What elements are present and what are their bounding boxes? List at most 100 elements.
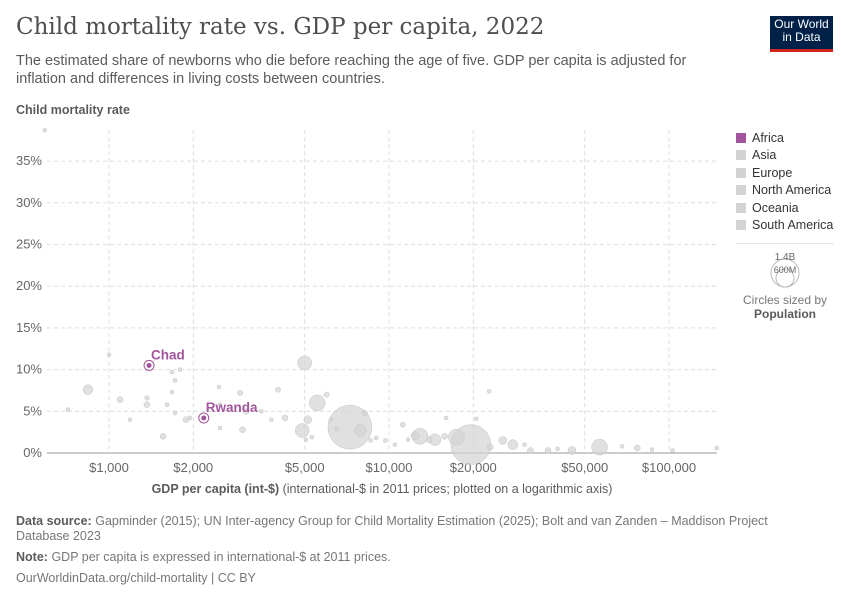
footer: Data source: Gapminder (2015); UN Inter-… <box>16 514 806 586</box>
data-point <box>143 401 151 408</box>
data-point <box>144 395 150 401</box>
data-point <box>294 423 310 438</box>
source-url[interactable]: OurWorldinData.org/child-mortality | CC … <box>16 571 256 585</box>
data-point <box>591 438 608 456</box>
y-tick-label: 25% <box>16 237 42 252</box>
data-point <box>216 384 222 390</box>
legend-label: Oceania <box>752 200 799 215</box>
data-point <box>334 426 339 432</box>
data-point <box>498 436 508 445</box>
legend-item-europe[interactable]: Europe <box>736 164 833 182</box>
data-point <box>239 426 246 433</box>
data-point <box>507 439 519 450</box>
data-point <box>308 394 326 412</box>
data-point <box>487 443 494 451</box>
data-point <box>177 367 183 372</box>
legend-swatch <box>736 220 746 231</box>
data-point <box>405 437 411 442</box>
data-point <box>354 424 367 437</box>
x-tick-label: $5,000 <box>285 460 325 475</box>
legend-label: Asia <box>752 148 777 163</box>
note: Note: GDP per capita is expressed in int… <box>16 550 391 564</box>
data-point <box>392 442 398 447</box>
data-point <box>309 434 315 440</box>
data-point <box>65 407 71 412</box>
legend-item-africa[interactable]: Africa <box>736 129 833 147</box>
data-point <box>714 445 719 451</box>
point-label-chad: Chad <box>151 347 185 362</box>
data-point <box>297 355 312 371</box>
y-axis-label: Child mortality rate <box>16 103 130 117</box>
x-axis-label: GDP per capita (int-$) (international-$ … <box>152 482 613 496</box>
data-point <box>544 447 552 454</box>
legend-item-asia[interactable]: Asia <box>736 147 833 165</box>
size-label-small: 600M <box>774 265 797 275</box>
legend-swatch <box>736 202 746 213</box>
data-point <box>187 415 193 421</box>
y-tick-label: 30% <box>16 195 42 210</box>
legend-swatch <box>736 185 746 196</box>
size-label-large: 1.4B <box>775 252 796 263</box>
legend-swatch <box>736 132 746 143</box>
owid-logo[interactable]: Our World in Data <box>770 16 833 52</box>
data-point <box>410 431 420 440</box>
data-point <box>281 414 289 422</box>
data-point <box>116 396 124 403</box>
data-point-rwanda <box>201 415 207 421</box>
size-variable: Population <box>754 307 816 321</box>
data-point <box>242 408 250 415</box>
data-point <box>448 428 465 446</box>
data-point <box>217 425 223 431</box>
data-point <box>619 444 625 449</box>
data-point <box>269 417 274 422</box>
legend-swatch <box>736 150 746 161</box>
data-point <box>633 444 641 452</box>
data-point <box>328 417 334 422</box>
data-point <box>172 378 178 383</box>
data-point <box>567 446 577 455</box>
legend-label: North America <box>752 183 832 198</box>
legend-item-north-america[interactable]: North America <box>736 182 833 200</box>
data-point <box>425 436 433 443</box>
size-circle-small <box>775 268 795 288</box>
legend-label: Africa <box>752 130 784 145</box>
data-point <box>474 416 479 422</box>
y-tick-label: 10% <box>16 362 42 377</box>
data-point <box>399 421 406 428</box>
data-point <box>275 386 281 393</box>
highlight-ring <box>143 359 155 371</box>
highlight-ring <box>198 412 210 424</box>
y-tick-label: 15% <box>16 320 42 335</box>
data-point <box>555 446 560 452</box>
x-tick-label: $2,000 <box>173 460 213 475</box>
data-point <box>486 389 492 394</box>
x-tick-label: $100,000 <box>642 460 696 475</box>
legend-label: Europe <box>752 165 793 180</box>
size-legend-circles: 1.4B 600M <box>770 252 800 288</box>
data-point <box>522 442 527 447</box>
y-tick-label: 0% <box>23 445 42 460</box>
legend-item-south-america[interactable]: South America <box>736 217 833 235</box>
data-point <box>42 127 48 133</box>
legend-item-oceania[interactable]: Oceania <box>736 199 833 217</box>
x-tick-label: $50,000 <box>561 460 608 475</box>
data-point <box>169 369 175 375</box>
data-point <box>172 410 178 416</box>
data-point <box>527 447 534 454</box>
point-label-rwanda: Rwanda <box>206 400 258 415</box>
data-point <box>127 417 133 422</box>
data-point <box>169 389 175 395</box>
data-point <box>383 438 388 443</box>
data-point <box>159 433 167 440</box>
data-point <box>373 435 379 441</box>
data-point <box>303 415 313 424</box>
size-caption: Circles sized by <box>742 293 828 307</box>
x-tick-label: $20,000 <box>450 460 497 475</box>
logo-text: Our World <box>774 17 829 31</box>
legend-label: South America <box>752 218 834 233</box>
y-tick-label: 20% <box>16 278 42 293</box>
data-point <box>303 437 309 442</box>
chart-subtitle: The estimated share of newborns who die … <box>16 53 687 87</box>
data-point-chad <box>146 362 152 368</box>
scatter-plot: 0% 5% 10% 15% 20% 25% 30% 35% $1,000 $2,000 $5,000… <box>16 127 719 496</box>
